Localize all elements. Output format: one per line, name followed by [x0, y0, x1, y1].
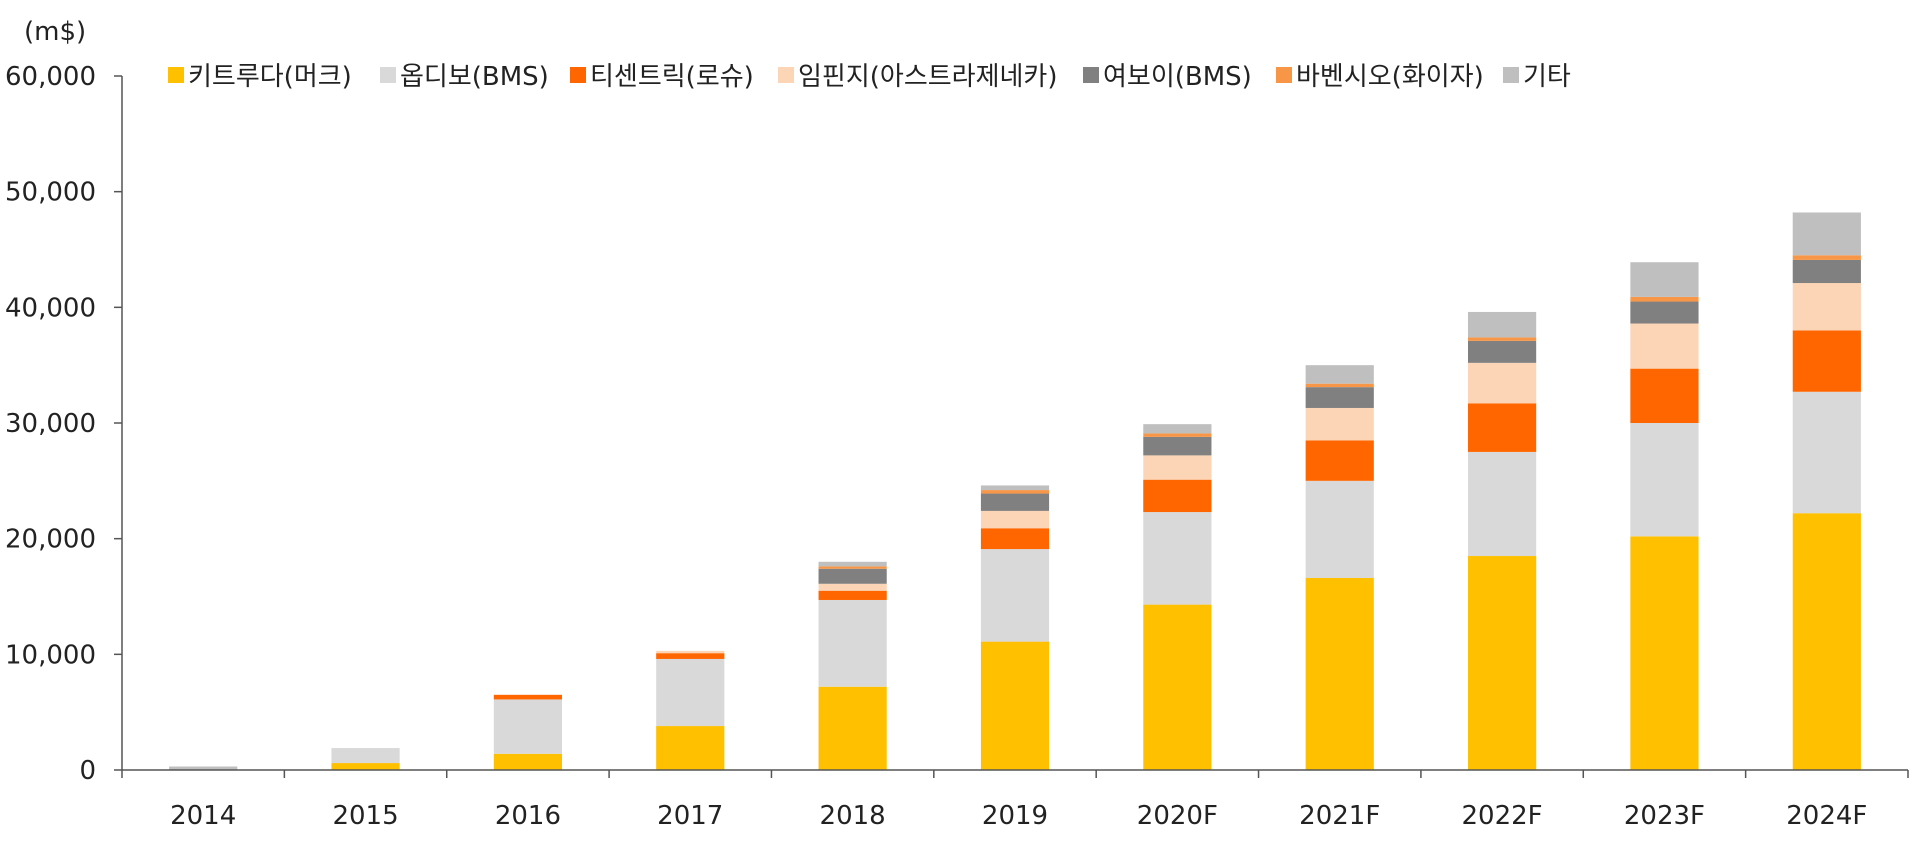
x-tick-label: 2017	[657, 801, 723, 831]
bar-segment	[1630, 262, 1699, 297]
bar-segment	[1143, 455, 1212, 480]
bar-segment	[1792, 255, 1861, 260]
legend-swatch	[168, 67, 184, 83]
bar-segment	[1143, 512, 1212, 605]
y-tick-label: 0	[79, 756, 96, 786]
x-tick-label: 2020F	[1137, 801, 1218, 831]
x-tick-label: 2015	[332, 801, 398, 831]
legend-label: 티센트릭(로슈)	[590, 62, 754, 92]
bar-segment	[1792, 513, 1861, 770]
bar-segment	[1792, 283, 1861, 331]
legend-label: 옵디보(BMS)	[400, 62, 549, 92]
bar-segment	[818, 599, 887, 687]
bar-segment	[818, 686, 887, 770]
bar-segment	[1467, 337, 1537, 341]
legend-swatch	[778, 67, 794, 83]
legend-label: 임핀지(아스트라제네카)	[798, 62, 1058, 92]
y-tick-label: 10,000	[5, 640, 96, 670]
bar-segment	[493, 753, 563, 770]
bar-segment	[656, 653, 725, 659]
y-tick-label: 60,000	[5, 62, 96, 92]
bar-segment	[1305, 480, 1374, 578]
bar-segment	[1630, 301, 1699, 324]
bar-segment	[818, 566, 887, 569]
bar-segment	[1630, 323, 1699, 369]
bar-segment	[331, 763, 400, 770]
bar-segment	[1143, 436, 1212, 456]
bar-segment	[980, 528, 1050, 550]
bar-segment	[818, 568, 887, 584]
bar-segment	[818, 590, 887, 600]
bar-segment	[818, 561, 887, 567]
bar-segment	[1467, 556, 1537, 770]
bar-segment	[1467, 340, 1537, 363]
bar-segment	[980, 510, 1050, 529]
bar-segment	[980, 490, 1050, 494]
bar-segment	[1467, 362, 1537, 404]
legend-swatch	[1503, 67, 1519, 83]
bar-segment	[169, 766, 238, 770]
bar-segment	[980, 549, 1050, 642]
bar-segment	[1143, 604, 1212, 770]
bar-segment	[493, 699, 563, 754]
y-tick-label: 50,000	[5, 178, 96, 208]
y-tick-label: 40,000	[5, 293, 96, 323]
legend-swatch	[1276, 67, 1292, 83]
bar-segment	[1143, 479, 1212, 513]
x-tick-label: 2023F	[1624, 801, 1705, 831]
bar-segment	[1305, 577, 1374, 770]
bar-segment	[1305, 407, 1374, 441]
y-axis: 0 10,000 20,000 30,000 40,000 50,000 60,000	[5, 62, 123, 786]
bar-segment	[980, 641, 1050, 770]
bar-segment	[1792, 259, 1861, 284]
unit-label: (m$)	[24, 17, 86, 47]
bar-segment	[1792, 391, 1861, 514]
y-tick-label: 30,000	[5, 409, 96, 439]
legend-label: 키트루다(머크)	[188, 62, 352, 92]
bar-segment	[1305, 383, 1374, 388]
bar-segment	[656, 726, 725, 770]
bar-segment	[1467, 403, 1537, 452]
x-axis: 2014 2015 2016 2017 2018 2019 2020F 2021F 2022F 2…	[121, 769, 1909, 831]
bar-segment	[980, 485, 1050, 491]
legend-swatch	[570, 67, 586, 83]
x-tick-label: 2024F	[1786, 801, 1867, 831]
bar-segment	[1467, 311, 1537, 338]
bar-segment	[1305, 440, 1374, 481]
bar-segment	[1143, 424, 1212, 434]
bar-segment	[980, 493, 1050, 511]
bar-segment	[1467, 451, 1537, 557]
legend: 키트루다(머크) 옵디보(BMS) 티센트릭(로슈) 임핀지(아스트라제네카) 여보이(…	[168, 62, 1571, 92]
x-tick-label: 2019	[982, 801, 1048, 831]
bar-segment	[1792, 212, 1861, 256]
x-tick-label: 2018	[820, 801, 886, 831]
bar-segment	[493, 694, 563, 700]
bar-segment	[656, 650, 725, 654]
bar-segment	[1630, 423, 1699, 537]
x-tick-label: 2021F	[1299, 801, 1380, 831]
x-tick-label: 2022F	[1462, 801, 1543, 831]
bar-segment	[1792, 330, 1861, 392]
legend-swatch	[380, 67, 396, 83]
bar-segment	[1305, 387, 1374, 408]
y-tick-label: 20,000	[5, 525, 96, 555]
bars	[169, 212, 1861, 770]
x-tick-label: 2016	[495, 801, 561, 831]
legend-swatch	[1083, 67, 1099, 83]
legend-label: 기타	[1523, 62, 1571, 92]
bar-segment	[1630, 536, 1699, 770]
x-tick-label: 2014	[170, 801, 236, 831]
bar-segment	[818, 583, 887, 591]
bar-segment	[1630, 368, 1699, 423]
bar-segment	[1630, 296, 1699, 302]
legend-label: 여보이(BMS)	[1103, 62, 1252, 92]
bar-segment	[331, 748, 400, 764]
bar-segment	[1143, 433, 1212, 437]
bar-segment	[656, 658, 725, 727]
legend-label: 바벤시오(화이자)	[1296, 62, 1484, 92]
bar-segment	[1305, 365, 1374, 384]
